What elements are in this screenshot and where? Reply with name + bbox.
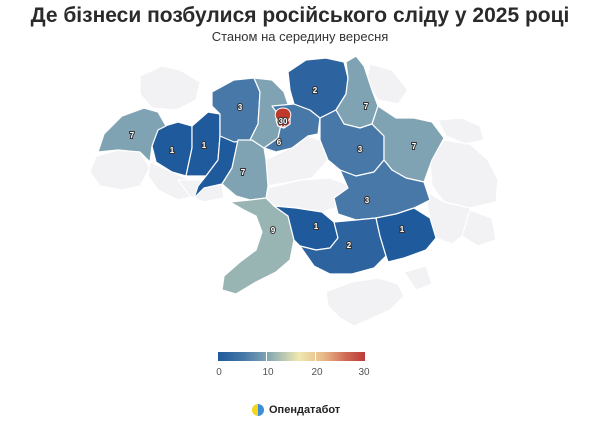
region-value-chernihiv: 2: [313, 86, 318, 95]
region-russia-east: [437, 117, 485, 145]
brand-logo: Опендатабот: [251, 403, 340, 417]
legend-tick-mark: [266, 352, 267, 361]
region-value-mykolaiv: 1: [314, 222, 319, 231]
legend-label-0: 0: [216, 367, 222, 378]
region-russia-south: [403, 265, 433, 291]
brand-name: Опендатабот: [269, 404, 341, 416]
region-value-zaporizhzhia: 1: [400, 225, 405, 234]
region-value-kyiv-oblast: 6: [277, 138, 282, 147]
region-zakarpattia[interactable]: [89, 149, 151, 191]
region-value-odesa: 9: [271, 226, 276, 235]
region-crimea[interactable]: [325, 277, 405, 327]
region-value-kherson: 2: [347, 241, 352, 250]
region-lviv[interactable]: [97, 107, 167, 163]
legend-label-20: 20: [311, 367, 323, 378]
region-dnipropetrovsk[interactable]: [333, 159, 431, 221]
region-value-vinnytsia: 7: [241, 168, 246, 177]
legend-color-scale: [218, 352, 365, 361]
region-value-ternopil: 1: [202, 141, 207, 150]
legend-tick-mark: [315, 352, 316, 361]
region-value-volyn: 1: [170, 146, 175, 155]
region-value-rivne: 3: [238, 103, 243, 112]
region-zaporizhzhia[interactable]: [375, 207, 437, 263]
kyiv-pin-icon: [274, 107, 292, 129]
region-value-kharkiv: 7: [412, 142, 417, 151]
brand-logo-icon: [252, 404, 264, 416]
region-value-poltava: 3: [358, 145, 363, 154]
page-subtitle: Станом на середину вересня: [211, 29, 389, 44]
region-vinnytsia[interactable]: [221, 139, 269, 201]
region-value-sumy: 7: [364, 102, 369, 111]
region-value-kyiv-city: 30: [279, 117, 288, 126]
legend-label-30: 30: [358, 367, 370, 378]
region-luhansk[interactable]: [429, 139, 499, 209]
region-russia-southeast: [461, 209, 497, 247]
region-russia-left: [139, 65, 201, 111]
region-value-dnipropetrovsk: 3: [365, 196, 370, 205]
region-value-lviv: 7: [130, 131, 135, 140]
legend-label-10: 10: [262, 367, 274, 378]
page-title: Де бізнеси позбулися російського сліду у…: [30, 4, 570, 27]
region-odesa[interactable]: [221, 197, 295, 295]
